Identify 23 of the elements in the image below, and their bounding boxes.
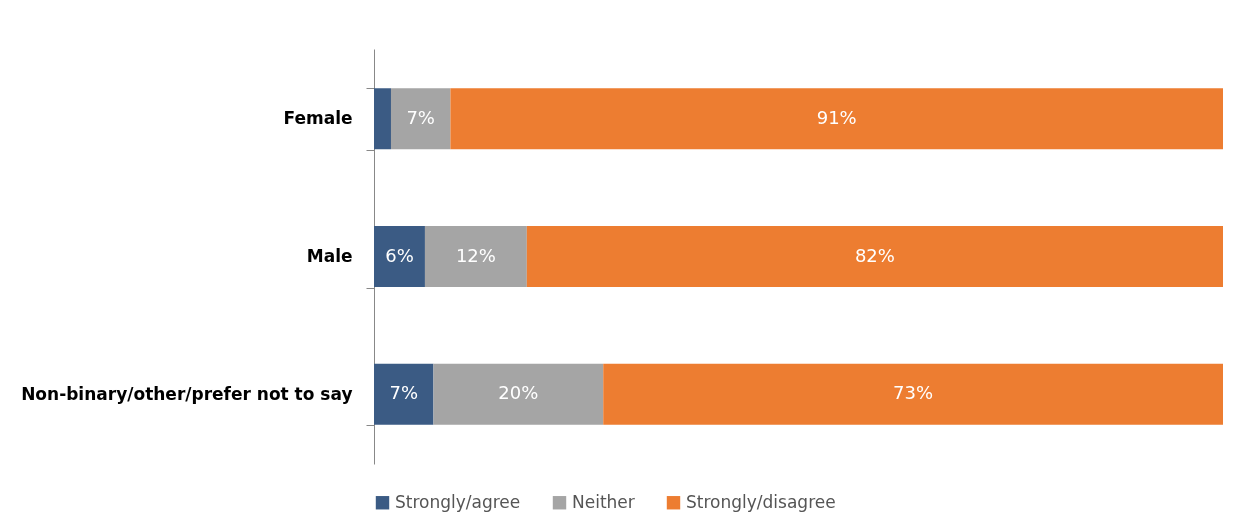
data-label: 7%	[389, 382, 418, 404]
bar	[424, 226, 527, 287]
y-tick-label: Male	[306, 246, 353, 266]
data-label: 6%	[385, 244, 414, 266]
bar	[450, 88, 1223, 150]
data-label: 12%	[455, 244, 496, 266]
bar	[374, 226, 425, 287]
legend-label: Strongly/agree	[395, 491, 521, 512]
bar	[526, 226, 1223, 287]
legend-label: Strongly/disagree	[686, 491, 836, 512]
data-label: 82%	[854, 244, 895, 266]
legend-label: Neither	[572, 491, 635, 512]
data-label: 20%	[498, 382, 539, 404]
data-label: 91%	[816, 106, 857, 128]
y-tick-label: Female	[283, 108, 353, 129]
bar	[374, 363, 434, 425]
bar	[603, 363, 1223, 425]
y-tick-label: Non-binary/other/prefer not to say	[21, 383, 353, 404]
bar	[374, 88, 391, 150]
data-label: 7%	[406, 106, 435, 128]
bar	[433, 363, 604, 425]
data-label: 73%	[893, 382, 934, 404]
bar	[390, 88, 451, 150]
